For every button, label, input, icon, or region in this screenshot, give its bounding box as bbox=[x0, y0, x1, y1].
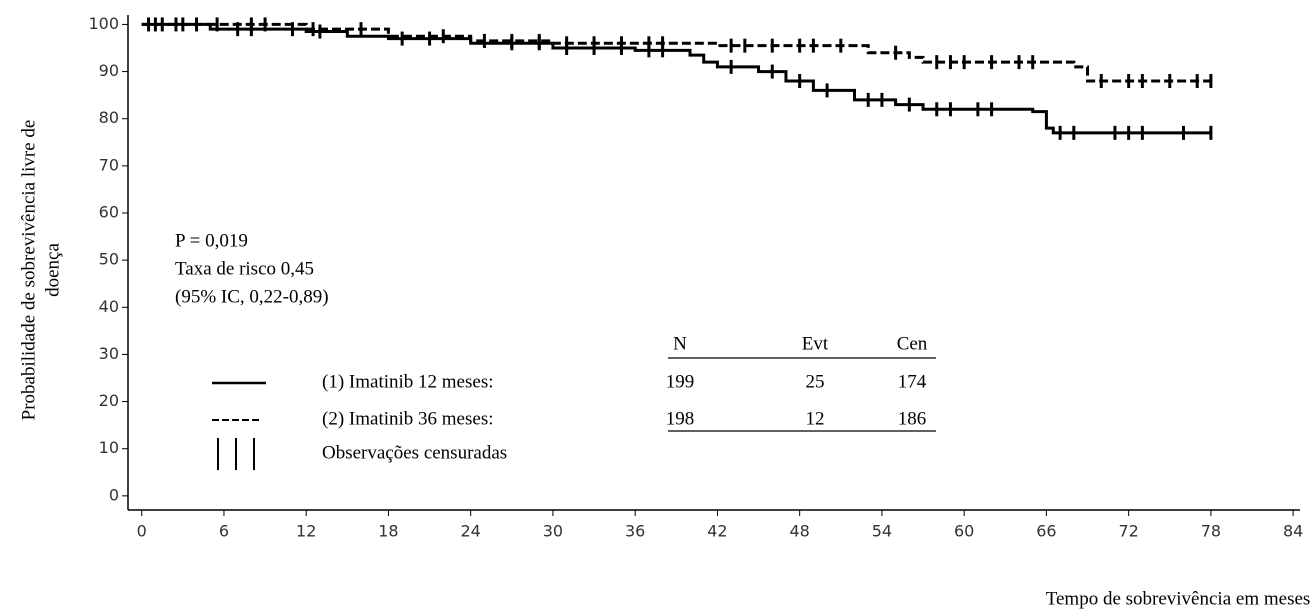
annotation: Taxa de risco 0,45 bbox=[175, 258, 314, 279]
x-tick-label: 84 bbox=[1283, 522, 1303, 541]
y-axis-label: doença bbox=[42, 243, 63, 297]
table-cell: 174 bbox=[898, 371, 927, 392]
legend-censor-sample bbox=[217, 438, 255, 470]
y-tick-label: 70 bbox=[99, 155, 119, 174]
y-tick-label: 40 bbox=[99, 297, 119, 316]
y-tick-label: 10 bbox=[99, 438, 119, 457]
x-axis-label: Tempo de sobrevivência em meses bbox=[1046, 588, 1310, 609]
annotation: (95% IC, 0,22-0,89) bbox=[175, 286, 329, 307]
y-tick-label: 100 bbox=[88, 14, 119, 33]
legend-label: (1) Imatinib 12 meses: bbox=[322, 371, 494, 392]
x-tick-label: 42 bbox=[707, 522, 727, 541]
table-cell: 12 bbox=[806, 408, 825, 429]
x-tick-label: 12 bbox=[296, 522, 316, 541]
table-cell: 199 bbox=[666, 371, 695, 392]
annotation: P = 0,019 bbox=[175, 230, 248, 251]
x-tick-label: 18 bbox=[378, 522, 398, 541]
x-tick-label: 72 bbox=[1118, 522, 1138, 541]
x-tick-label: 24 bbox=[461, 522, 481, 541]
survival-curve bbox=[141, 22, 1211, 135]
y-tick-label: 30 bbox=[99, 344, 119, 363]
x-tick-label: 60 bbox=[954, 522, 974, 541]
x-tick-label: 54 bbox=[872, 522, 892, 541]
x-tick-label: 30 bbox=[543, 522, 563, 541]
y-tick-label: 0 bbox=[109, 485, 119, 504]
survival-curve bbox=[141, 22, 1211, 83]
x-tick-label: 6 bbox=[219, 522, 229, 541]
y-tick-label: 50 bbox=[99, 250, 119, 269]
x-tick-label: 36 bbox=[625, 522, 645, 541]
x-tick-label: 66 bbox=[1036, 522, 1056, 541]
legend-label: Observações censuradas bbox=[322, 442, 507, 463]
y-tick-label: 20 bbox=[99, 391, 119, 410]
table-cell: 186 bbox=[898, 408, 927, 429]
legend-label: (2) Imatinib 36 meses: bbox=[322, 408, 494, 429]
table-cell: 198 bbox=[666, 408, 695, 429]
table-cell: 25 bbox=[806, 371, 825, 392]
y-axis-label: Probabilidade de sobrevivência livre de bbox=[18, 120, 39, 421]
x-tick-label: 0 bbox=[137, 522, 147, 541]
y-tick-label: 80 bbox=[99, 108, 119, 127]
y-tick-label: 60 bbox=[99, 203, 119, 222]
x-tick-label: 48 bbox=[789, 522, 809, 541]
y-tick-label: 90 bbox=[99, 61, 119, 80]
table-header: N bbox=[673, 333, 687, 354]
table-header: Cen bbox=[897, 333, 928, 354]
x-tick-label: 78 bbox=[1201, 522, 1221, 541]
table-header: Evt bbox=[802, 333, 829, 354]
